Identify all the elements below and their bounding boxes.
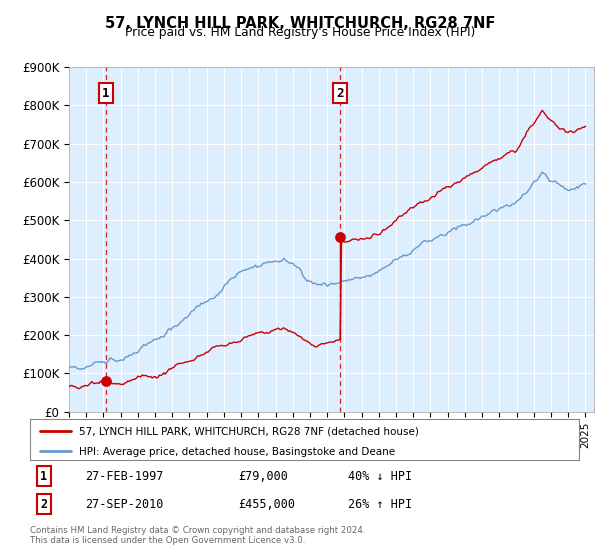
Text: 27-FEB-1997: 27-FEB-1997: [85, 469, 163, 483]
Text: 57, LYNCH HILL PARK, WHITCHURCH, RG28 7NF (detached house): 57, LYNCH HILL PARK, WHITCHURCH, RG28 7N…: [79, 427, 419, 437]
Text: 40% ↓ HPI: 40% ↓ HPI: [349, 469, 413, 483]
Text: This data is licensed under the Open Government Licence v3.0.: This data is licensed under the Open Gov…: [30, 536, 305, 545]
Text: 2: 2: [337, 87, 344, 100]
Text: £455,000: £455,000: [239, 497, 296, 511]
Text: Contains HM Land Registry data © Crown copyright and database right 2024.: Contains HM Land Registry data © Crown c…: [30, 526, 365, 535]
Text: 26% ↑ HPI: 26% ↑ HPI: [349, 497, 413, 511]
Text: HPI: Average price, detached house, Basingstoke and Deane: HPI: Average price, detached house, Basi…: [79, 447, 395, 457]
Text: 1: 1: [102, 87, 110, 100]
Text: 27-SEP-2010: 27-SEP-2010: [85, 497, 163, 511]
Text: £79,000: £79,000: [239, 469, 289, 483]
Text: 57, LYNCH HILL PARK, WHITCHURCH, RG28 7NF: 57, LYNCH HILL PARK, WHITCHURCH, RG28 7N…: [105, 16, 495, 31]
Text: Price paid vs. HM Land Registry's House Price Index (HPI): Price paid vs. HM Land Registry's House …: [125, 26, 475, 39]
Text: 1: 1: [40, 469, 47, 483]
Text: 2: 2: [40, 497, 47, 511]
Point: [335, 233, 345, 242]
Point: [101, 377, 111, 386]
